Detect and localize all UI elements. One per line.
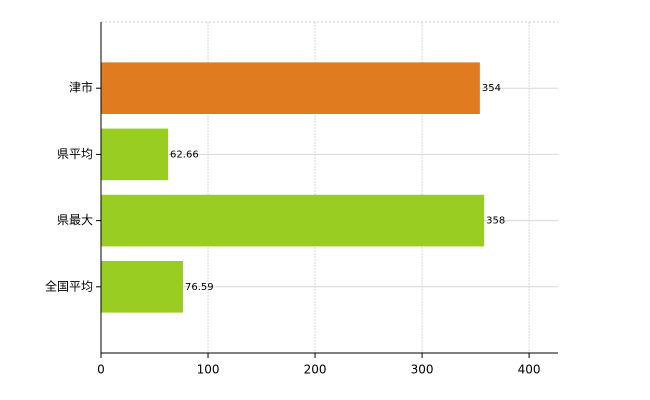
y-tick-label: 津市 — [69, 80, 93, 95]
x-tick-label: 0 — [97, 363, 105, 377]
value-label: 76.59 — [185, 282, 214, 293]
bar — [101, 62, 480, 115]
bar — [101, 128, 169, 181]
x-tick-label: 300 — [411, 363, 434, 377]
x-tick-label: 100 — [197, 363, 220, 377]
y-tick-label: 県平均 — [57, 147, 93, 161]
value-label: 354 — [482, 83, 501, 94]
x-tick-label: 200 — [304, 363, 327, 377]
y-tick-label: 県最大 — [57, 213, 93, 227]
y-tick-label: 全国平均 — [45, 278, 93, 293]
value-label: 358 — [486, 216, 505, 227]
value-label: 62.66 — [170, 149, 199, 160]
bar — [101, 194, 485, 247]
x-tick-label: 400 — [518, 363, 541, 377]
bar — [101, 260, 183, 313]
